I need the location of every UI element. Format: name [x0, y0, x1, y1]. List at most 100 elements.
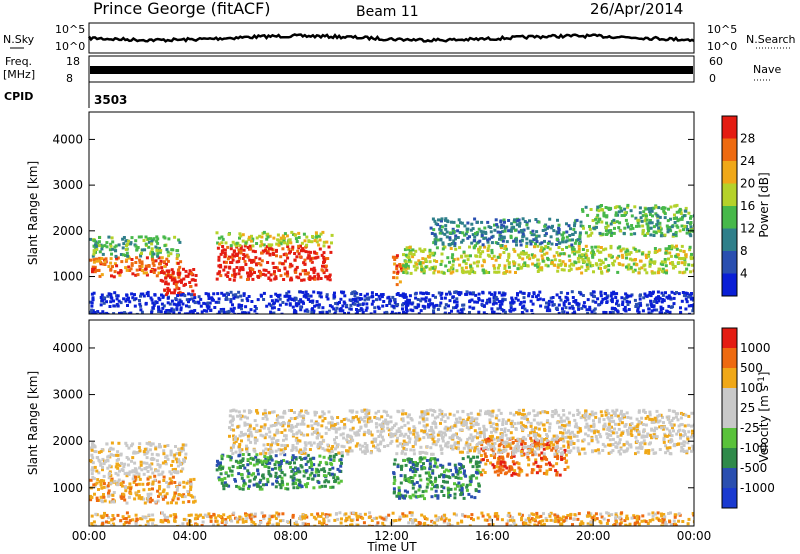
heatmap-cell	[166, 502, 169, 505]
heatmap-cell	[513, 250, 516, 253]
heatmap-cell	[139, 449, 142, 452]
heatmap-cell	[508, 270, 511, 273]
heatmap-cell	[417, 304, 420, 307]
heatmap-cell	[617, 226, 620, 229]
heatmap-cell	[448, 243, 451, 246]
heatmap-cell	[401, 307, 404, 310]
heatmap-cell	[664, 258, 667, 261]
heatmap-cell	[138, 442, 141, 445]
heatmap-cell	[99, 460, 102, 463]
heatmap-cell	[441, 253, 444, 256]
colorbar-swatch	[722, 184, 737, 207]
heatmap-cell	[249, 248, 252, 251]
heatmap-cell	[551, 225, 554, 228]
heatmap-cell	[261, 259, 264, 262]
heatmap-cell	[477, 311, 480, 314]
freq-top-label: 18	[66, 55, 80, 68]
heatmap-cell	[190, 483, 193, 486]
heatmap-cell	[432, 228, 435, 231]
heatmap-cell	[386, 414, 389, 417]
heatmap-cell	[590, 208, 593, 211]
heatmap-cell	[451, 256, 454, 259]
heatmap-cell	[190, 272, 193, 275]
heatmap-cell	[319, 248, 322, 251]
heatmap-cell	[188, 305, 191, 308]
heatmap-cell	[404, 265, 407, 268]
heatmap-cell	[120, 260, 123, 263]
heatmap-cell	[117, 271, 120, 274]
heatmap-cell	[537, 270, 540, 273]
heatmap-cell	[323, 470, 326, 473]
heatmap-cell	[305, 244, 308, 247]
heatmap-cell	[687, 430, 690, 433]
heatmap-cell	[456, 304, 459, 307]
heatmap-cell	[508, 261, 511, 264]
heatmap-cell	[90, 305, 93, 308]
heatmap-cell	[129, 492, 132, 495]
heatmap-cell	[476, 264, 479, 267]
heatmap-cell	[585, 245, 588, 248]
heatmap-cell	[231, 309, 234, 312]
heatmap-cell	[618, 262, 621, 265]
heatmap-cell	[667, 258, 670, 261]
heatmap-cell	[687, 295, 690, 298]
heatmap-cell	[171, 279, 174, 282]
heatmap-cell	[146, 292, 149, 295]
heatmap-cell	[329, 304, 332, 307]
heatmap-cell	[675, 291, 678, 294]
heatmap-cell	[642, 229, 645, 232]
heatmap-cell	[149, 500, 152, 503]
heatmap-cell	[567, 431, 570, 434]
heatmap-cell	[101, 310, 104, 313]
heatmap-cell	[175, 286, 178, 289]
heatmap-cell	[242, 464, 245, 467]
heatmap-cell	[316, 256, 319, 259]
heatmap-cell	[519, 291, 522, 294]
heatmap-cell	[472, 456, 475, 459]
heatmap-cell	[252, 458, 255, 461]
heatmap-cell	[479, 255, 482, 258]
station-title: Prince George (fitACF)	[93, 0, 271, 18]
heatmap-cell	[683, 271, 686, 274]
heatmap-cell	[584, 452, 587, 455]
heatmap-cell	[147, 495, 150, 498]
heatmap-cell	[116, 467, 119, 470]
heatmap-cell	[422, 462, 425, 465]
heatmap-cell	[460, 477, 463, 480]
heatmap-cell	[303, 263, 306, 266]
heatmap-cell	[193, 296, 196, 299]
heatmap-cell	[441, 225, 444, 228]
heatmap-cell	[420, 268, 423, 271]
heatmap-cell	[333, 295, 336, 298]
heatmap-cell	[586, 249, 589, 252]
heatmap-cell	[286, 275, 289, 278]
heatmap-cell	[90, 454, 93, 457]
heatmap-cell	[458, 246, 461, 249]
heatmap-cell	[557, 231, 560, 234]
heatmap-cell	[552, 465, 555, 468]
nsky-bottom-label: 10^0	[55, 40, 85, 53]
heatmap-cell	[572, 414, 575, 417]
heatmap-cell	[285, 437, 288, 440]
heatmap-cell	[540, 437, 543, 440]
heatmap-cell	[454, 466, 457, 469]
heatmap-cell	[536, 447, 539, 450]
heatmap-cell	[412, 463, 415, 466]
heatmap-cell	[139, 308, 142, 311]
heatmap-cell	[389, 299, 392, 302]
heatmap-cell	[162, 479, 165, 482]
heatmap-cell	[533, 419, 536, 422]
heatmap-cell	[279, 298, 282, 301]
heatmap-cell	[638, 267, 641, 270]
heatmap-cell	[439, 232, 442, 235]
heatmap-cell	[648, 251, 651, 254]
heatmap-cell	[185, 270, 188, 273]
heatmap-cell	[502, 468, 505, 471]
heatmap-cell	[555, 474, 558, 477]
heatmap-cell	[137, 490, 140, 493]
heatmap-cell	[244, 260, 247, 263]
heatmap-cell	[585, 231, 588, 234]
heatmap-cell	[523, 300, 526, 303]
heatmap-cell	[420, 467, 423, 470]
heatmap-cell	[546, 439, 549, 442]
